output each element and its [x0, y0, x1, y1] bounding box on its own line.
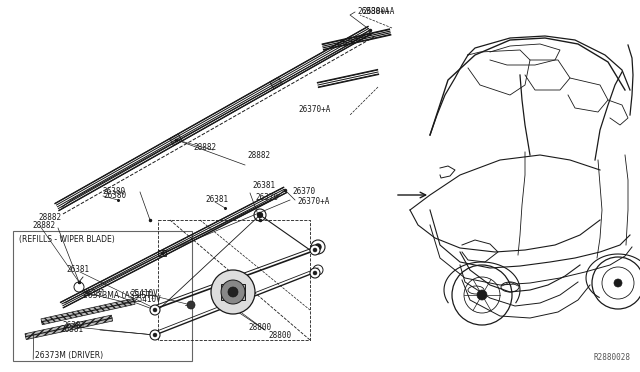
Text: (REFILLS - WIPER BLADE): (REFILLS - WIPER BLADE): [19, 235, 115, 244]
Bar: [170, 134, 182, 146]
Polygon shape: [25, 315, 113, 340]
Text: 26370+A: 26370+A: [297, 198, 330, 206]
Circle shape: [313, 248, 317, 252]
Text: 26381: 26381: [60, 326, 83, 334]
Circle shape: [257, 212, 262, 218]
Text: 25410V: 25410V: [133, 295, 161, 305]
Circle shape: [153, 333, 157, 337]
Circle shape: [211, 270, 255, 314]
Circle shape: [153, 308, 157, 312]
Text: 28800: 28800: [248, 324, 271, 333]
Text: 28800: 28800: [268, 330, 291, 340]
Circle shape: [187, 301, 195, 309]
Circle shape: [311, 240, 325, 254]
Circle shape: [310, 245, 320, 255]
Text: 26370: 26370: [292, 187, 315, 196]
Text: 28882: 28882: [32, 221, 55, 230]
Circle shape: [313, 271, 317, 275]
Text: 26381: 26381: [66, 266, 89, 275]
Circle shape: [150, 305, 160, 315]
Circle shape: [313, 265, 323, 275]
Circle shape: [310, 268, 320, 278]
Bar: [270, 77, 282, 89]
Text: 26370+A: 26370+A: [298, 106, 330, 115]
Bar: [158, 250, 166, 256]
Circle shape: [254, 209, 266, 221]
Text: 28882: 28882: [247, 151, 270, 160]
Circle shape: [614, 279, 622, 287]
Text: 26373M (DRIVER): 26373M (DRIVER): [35, 351, 103, 360]
Text: 26380: 26380: [102, 187, 125, 196]
Text: 26381: 26381: [62, 321, 85, 330]
Bar: [221, 284, 245, 300]
Text: 26380+A: 26380+A: [357, 7, 389, 16]
Text: 26373MA (ASSIST): 26373MA (ASSIST): [83, 291, 154, 300]
Text: 26381: 26381: [205, 196, 228, 205]
Bar: [13, 231, 192, 361]
Text: R2880028: R2880028: [593, 353, 630, 362]
Circle shape: [221, 280, 245, 304]
Text: 25410V: 25410V: [130, 289, 157, 298]
Circle shape: [150, 330, 160, 340]
Circle shape: [228, 287, 238, 297]
Text: 28882: 28882: [193, 144, 216, 153]
Text: 26370: 26370: [255, 192, 278, 202]
Circle shape: [477, 290, 487, 300]
Text: 26380+A: 26380+A: [362, 7, 394, 16]
Polygon shape: [41, 298, 135, 325]
Text: 26381: 26381: [82, 289, 105, 298]
Circle shape: [315, 244, 321, 250]
Text: 26381: 26381: [252, 180, 275, 189]
Text: 26380: 26380: [103, 190, 126, 199]
Text: 28882: 28882: [38, 214, 61, 222]
